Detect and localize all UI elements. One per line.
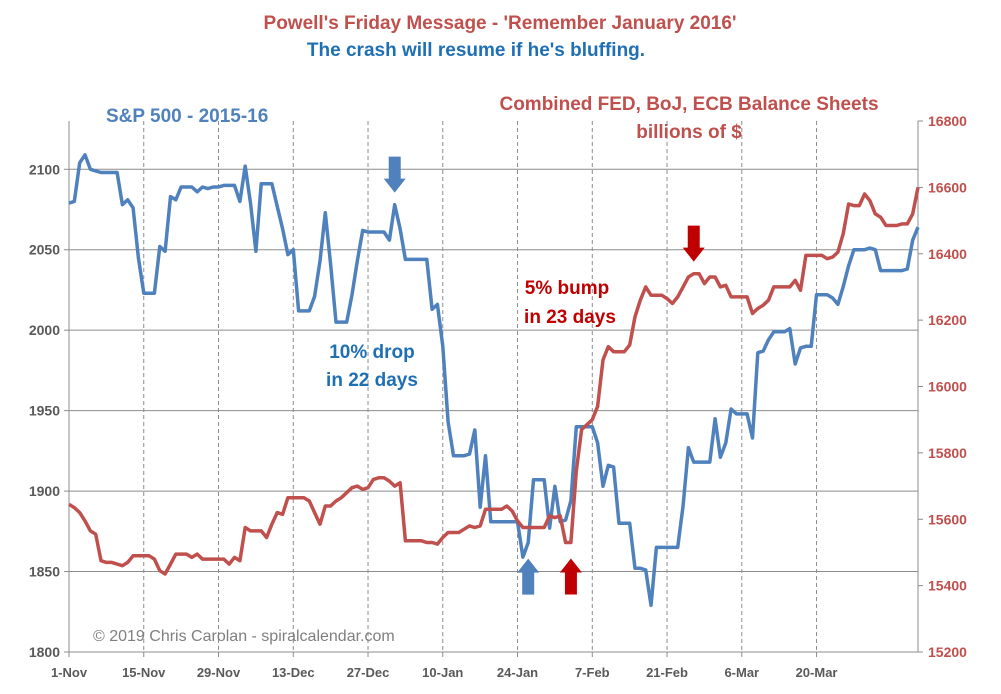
left-tick-label: 1900 — [29, 483, 60, 499]
x-tick-label: 6-Mar — [724, 665, 759, 680]
left-tick-label: 1850 — [29, 564, 60, 580]
annotation-drop-line-1: 10% drop — [329, 342, 415, 363]
right-tick-label: 15400 — [928, 578, 967, 594]
x-tick-label: 21-Feb — [646, 665, 688, 680]
right-tick-label: 16600 — [928, 179, 967, 195]
arrow-up-icon — [517, 558, 540, 595]
right-tick-label: 16200 — [928, 312, 967, 328]
right-tick-label: 15800 — [928, 445, 967, 461]
annotation-bump-line-1: 5% bump — [525, 278, 609, 299]
left-tick-label: 2050 — [29, 242, 60, 258]
x-tick-label: 7-Feb — [575, 665, 610, 680]
x-tick-label: 24-Jan — [497, 665, 538, 680]
chart-title: Powell's Friday Message - 'Remember Janu… — [264, 13, 737, 34]
right-tick-label: 16000 — [928, 379, 967, 395]
left-axis-label: S&P 500 - 2015-16 — [106, 106, 268, 127]
right-tick-label: 15600 — [928, 511, 967, 527]
grid — [69, 121, 918, 652]
right-axis-ticks: 15200 15400 15600 15800 16000 16200 16400 16600… — [918, 113, 967, 660]
x-tick-label: 27-Dec — [347, 665, 390, 680]
balance-sheet-line — [68, 187, 920, 576]
left-tick-label: 2000 — [29, 322, 60, 338]
x-tick-label: 20-Mar — [796, 665, 838, 680]
arrow-up-icon — [559, 558, 582, 595]
right-tick-label: 15200 — [928, 644, 967, 660]
arrows-group — [383, 156, 705, 595]
annotation-drop-line-2: in 22 days — [326, 370, 418, 391]
right-tick-label: 16800 — [928, 113, 967, 129]
copyright-text: © 2019 Chris Carolan - spiralcalendar.co… — [93, 628, 395, 645]
chart-subtitle: The crash will resume if he's bluffing. — [307, 40, 645, 61]
axes — [68, 121, 919, 653]
left-axis-ticks: 1800 1850 1900 1950 2000 2050 2100 — [29, 161, 69, 660]
sp500-line — [68, 153, 920, 608]
left-tick-label: 1800 — [29, 644, 60, 660]
annotation-bump-line-2: in 23 days — [524, 307, 616, 328]
right-tick-label: 16400 — [928, 246, 967, 262]
arrow-down-icon — [682, 225, 705, 262]
right-axis-label-line-1: Combined FED, BoJ, ECB Balance Sheets — [499, 94, 878, 115]
series-group — [68, 153, 920, 608]
arrow-down-icon — [383, 156, 406, 193]
x-tick-label: 29-Nov — [197, 665, 241, 680]
x-tick-label: 13-Dec — [272, 665, 315, 680]
x-tick-label: 1-Nov — [51, 665, 88, 680]
x-tick-label: 15-Nov — [122, 665, 166, 680]
x-tick-label: 10-Jan — [422, 665, 463, 680]
x-axis-ticks: 1-Nov 15-Nov 29-Nov 13-Dec 27-Dec 10-Jan 24-Ja… — [51, 652, 838, 680]
left-tick-label: 1950 — [29, 403, 60, 419]
right-axis-label-line-2: billions of $ — [636, 122, 742, 143]
left-tick-label: 2100 — [29, 161, 60, 177]
